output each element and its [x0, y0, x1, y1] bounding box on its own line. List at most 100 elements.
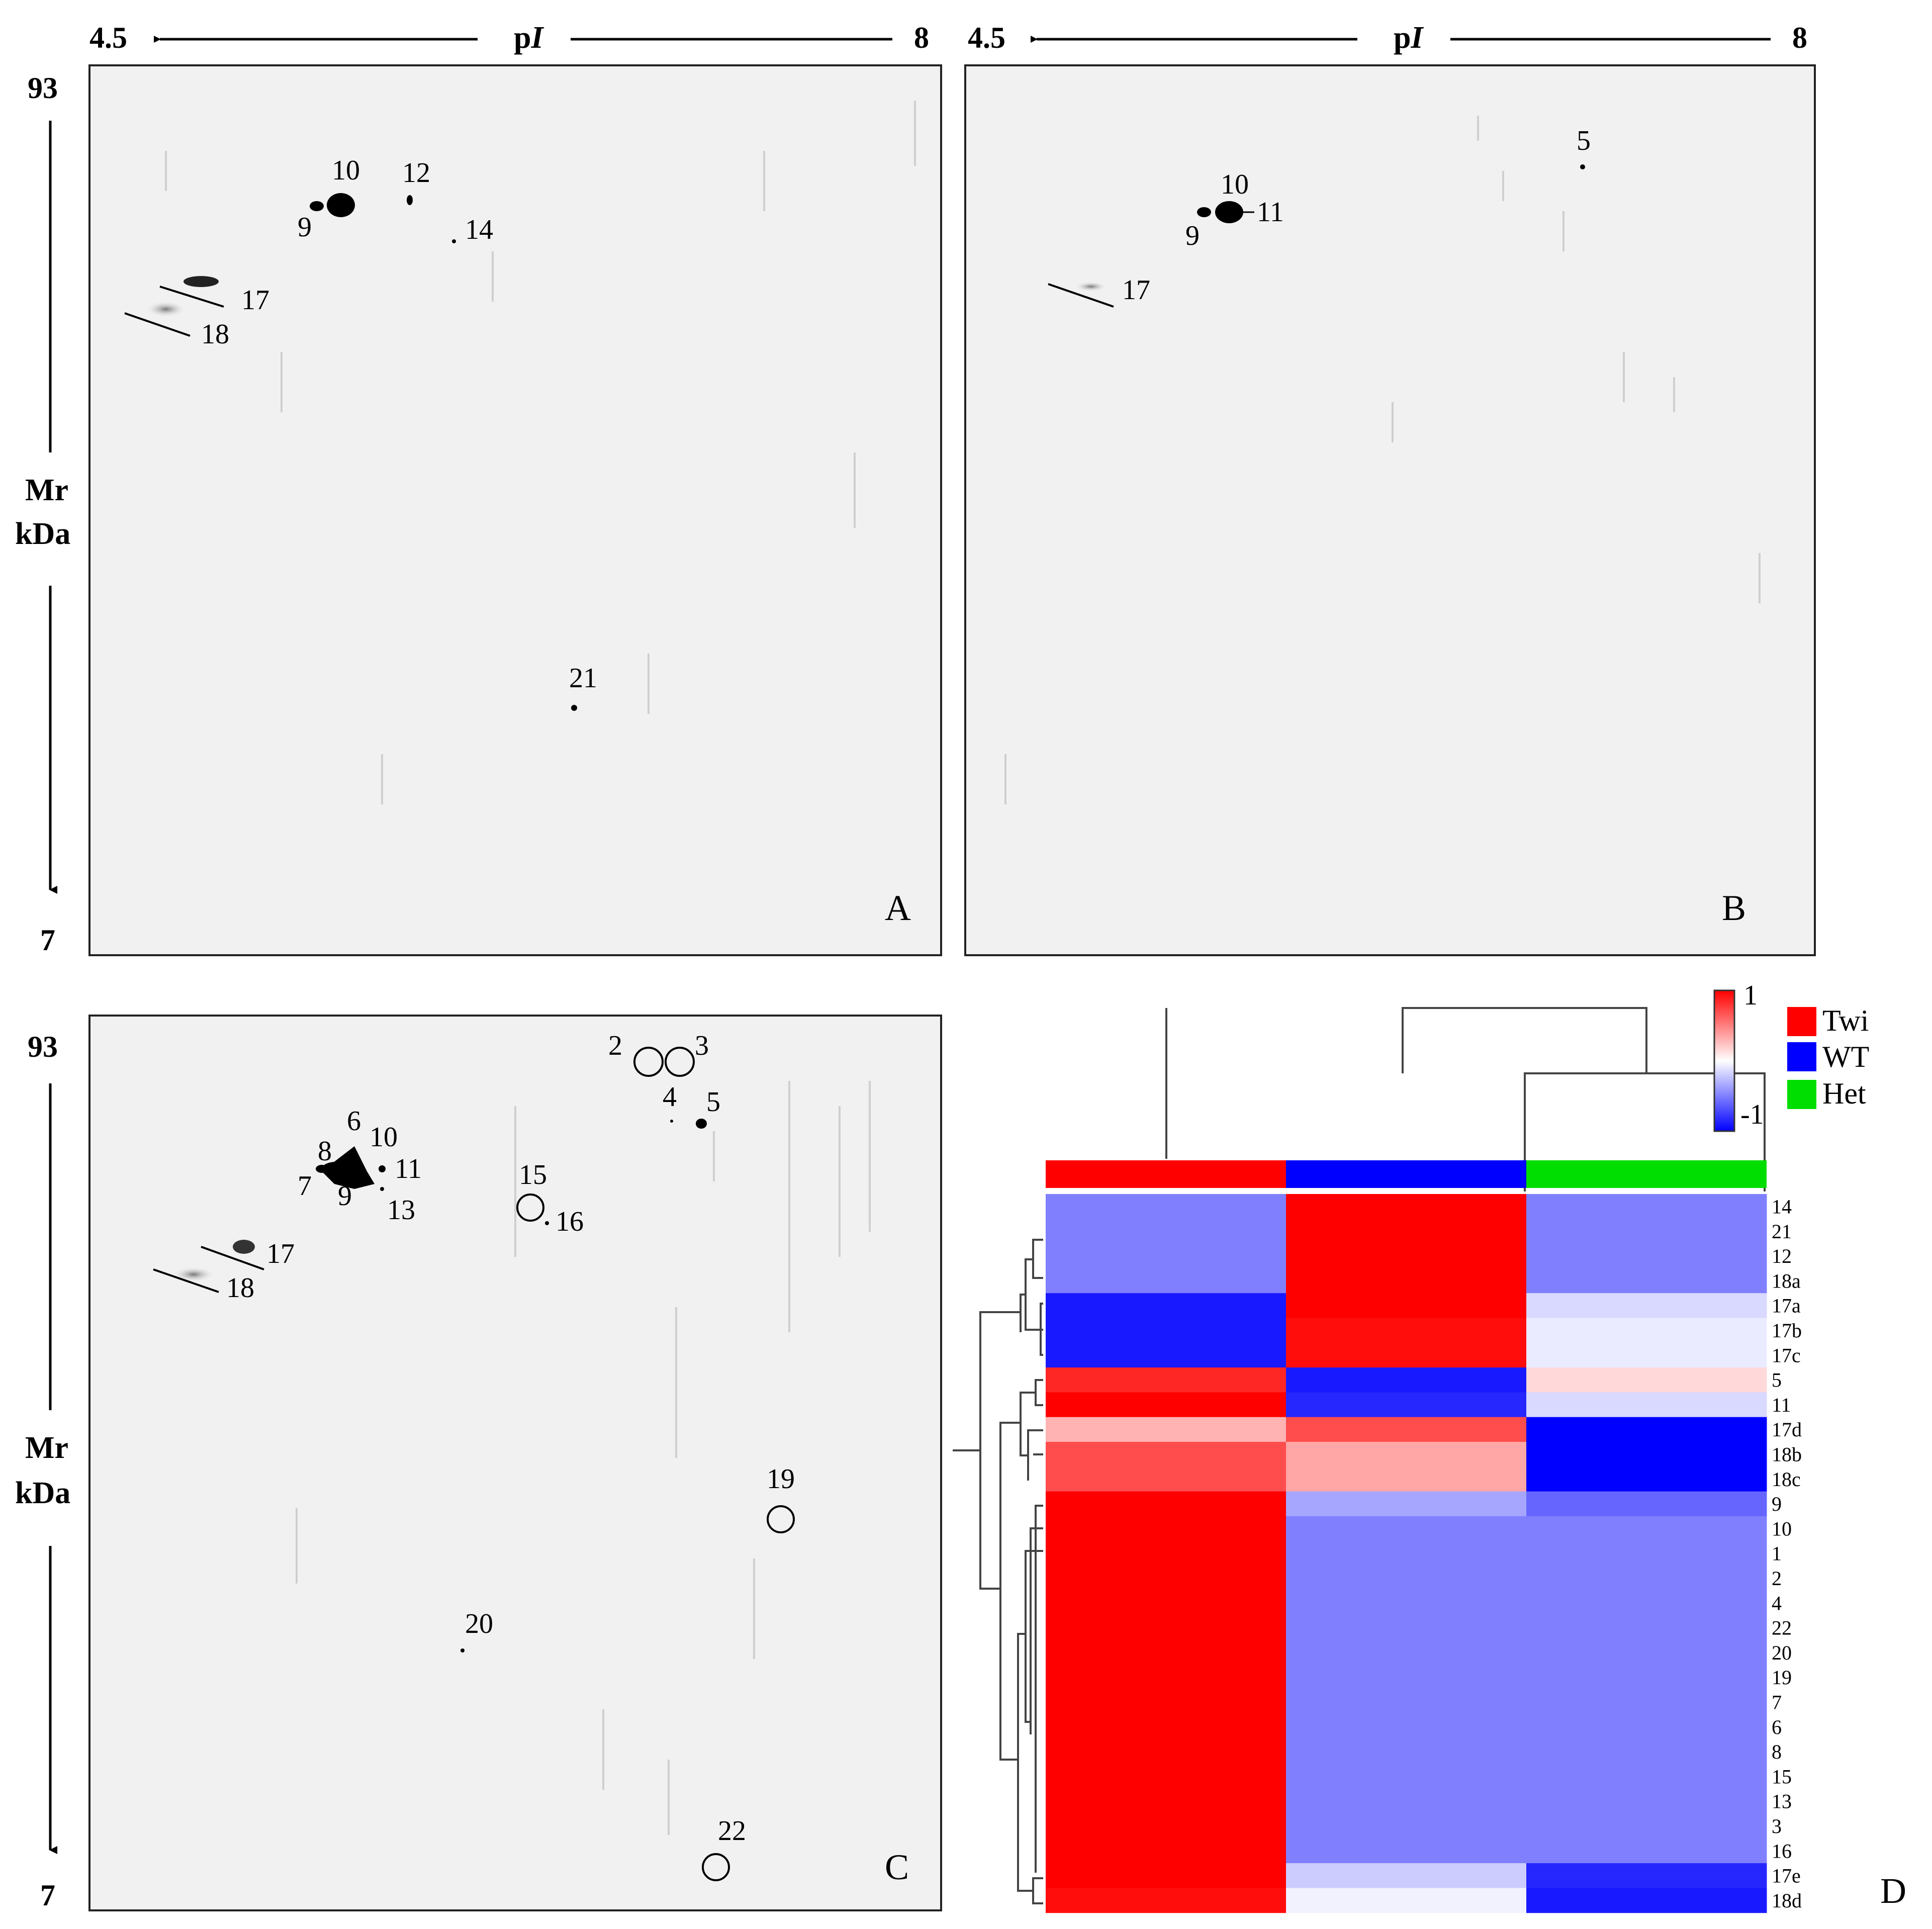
spot-label: 19 — [767, 1463, 795, 1495]
spot-label: 14 — [465, 214, 493, 245]
mr-top-label: 93 — [28, 1030, 58, 1063]
spot-circle — [516, 1193, 544, 1222]
row-label: 15 — [1772, 1765, 1792, 1788]
spot-label: 16 — [556, 1206, 584, 1237]
panel-b: 5 10 11 9 17 B — [964, 64, 1816, 956]
legend-label-wt: WT — [1822, 1040, 1869, 1073]
row-label: 17a — [1772, 1295, 1801, 1317]
heatmap-cell — [1526, 1293, 1767, 1318]
heatmap-cell — [1526, 1516, 1767, 1541]
heatmap-cell — [1526, 1219, 1767, 1244]
spot — [452, 239, 456, 243]
heatmap-cell — [1526, 1466, 1767, 1492]
pi-right-label: 8 — [914, 21, 929, 54]
spot — [1197, 207, 1211, 217]
heatmap-cell — [1286, 1442, 1527, 1467]
spot-label: 10 — [332, 155, 360, 186]
row-label: 17c — [1772, 1344, 1801, 1366]
spot — [146, 301, 186, 317]
spot — [407, 195, 413, 205]
heatmap-cell — [1046, 1739, 1286, 1765]
heatmap-cell — [1046, 1838, 1286, 1864]
heatmap-cell — [1046, 1640, 1286, 1666]
spot — [1580, 164, 1585, 169]
heatmap-cell — [1526, 1739, 1767, 1765]
spot — [183, 276, 219, 287]
heatmap-cell — [1526, 1640, 1767, 1666]
row-label: 17e — [1772, 1865, 1801, 1887]
pi-left-label: 4.5 — [89, 21, 127, 54]
heatmap-cell — [1286, 1367, 1527, 1393]
heatmap-cell — [1046, 1566, 1286, 1591]
row-label: 21 — [1772, 1220, 1792, 1243]
heatmap-cell — [1286, 1541, 1527, 1566]
spot-label: 13 — [387, 1195, 415, 1226]
spot-label: 10 — [1221, 169, 1249, 200]
spot — [1075, 282, 1107, 292]
row-label: 17d — [1772, 1418, 1802, 1441]
heatmap-cell — [1286, 1243, 1527, 1269]
legend-label-twi: Twi — [1822, 1004, 1869, 1037]
heatmap-cell — [1286, 1417, 1527, 1442]
heatmap-cell — [1526, 1243, 1767, 1269]
heatmap-cell — [1046, 1516, 1286, 1541]
legend-swatch-twi — [1787, 1007, 1816, 1036]
row-label: 6 — [1772, 1716, 1782, 1738]
heatmap-cell — [1046, 1863, 1286, 1888]
mr-top-label: 93 — [28, 71, 58, 105]
color-scale-bar — [1713, 989, 1735, 1132]
heatmap-cell — [1526, 1367, 1767, 1393]
pi-axis-top-right: 4.5 pI 8 — [968, 21, 1807, 55]
heatmap-cell — [1286, 1566, 1527, 1591]
mr-label: Mr — [25, 1431, 68, 1465]
heatmap-cell — [1286, 1789, 1527, 1814]
kda-label: kDa — [15, 517, 70, 551]
mr-bottom-label: 7 — [40, 1879, 55, 1912]
legend-swatch-het — [1787, 1080, 1816, 1109]
legend-swatch-wt — [1787, 1042, 1816, 1071]
color-scale-min: -1 — [1740, 1099, 1764, 1130]
row-label: 5 — [1772, 1369, 1782, 1392]
heatmap-cell — [1046, 1466, 1286, 1492]
group-bar-segment — [1286, 1160, 1526, 1188]
row-label: 18b — [1772, 1443, 1802, 1465]
heatmap-cell — [1526, 1813, 1767, 1839]
row-label: 12 — [1772, 1245, 1792, 1267]
pi-axis-title: pI — [514, 21, 544, 55]
heatmap-cell — [1046, 1813, 1286, 1839]
spot-label: 9 — [338, 1180, 352, 1212]
heatmap-cell — [1046, 1714, 1286, 1740]
spot — [310, 201, 324, 211]
heatmap-cell — [1526, 1764, 1767, 1789]
row-label: 1 — [1772, 1542, 1782, 1565]
spot-label: 18 — [226, 1272, 254, 1304]
heatmap-cell — [1046, 1243, 1286, 1269]
heatmap-cell — [1046, 1268, 1286, 1294]
heatmap-cell — [1286, 1466, 1527, 1492]
panel-letter: A — [885, 888, 911, 928]
row-label: 7 — [1772, 1691, 1782, 1713]
gel-image-b — [964, 64, 1816, 956]
spot-label: 10 — [370, 1122, 398, 1153]
spot-label: 20 — [465, 1608, 493, 1639]
heatmap-cell — [1286, 1516, 1527, 1541]
heatmap-cell — [1046, 1417, 1286, 1442]
heatmap-cell — [1286, 1665, 1527, 1690]
heatmap-cell — [1526, 1194, 1767, 1219]
kda-label: kDa — [15, 1476, 70, 1510]
heatmap-cell — [1046, 1293, 1286, 1318]
heatmap-cell — [1046, 1392, 1286, 1418]
heatmap-cell — [1046, 1194, 1286, 1219]
spot — [322, 1162, 350, 1176]
row-label: 18a — [1772, 1269, 1801, 1292]
mr-axis-bottom: 93 Mr kDa 7 — [15, 1030, 70, 1912]
legend-label-het: Het — [1822, 1077, 1866, 1110]
spot — [461, 1648, 465, 1652]
spot — [233, 1240, 255, 1254]
row-label: 13 — [1772, 1790, 1792, 1813]
pi-right-label: 8 — [1792, 21, 1807, 54]
pi-axis-title: pI — [1394, 21, 1424, 55]
heatmap-cell — [1286, 1293, 1527, 1318]
gel-image-a — [88, 64, 942, 956]
